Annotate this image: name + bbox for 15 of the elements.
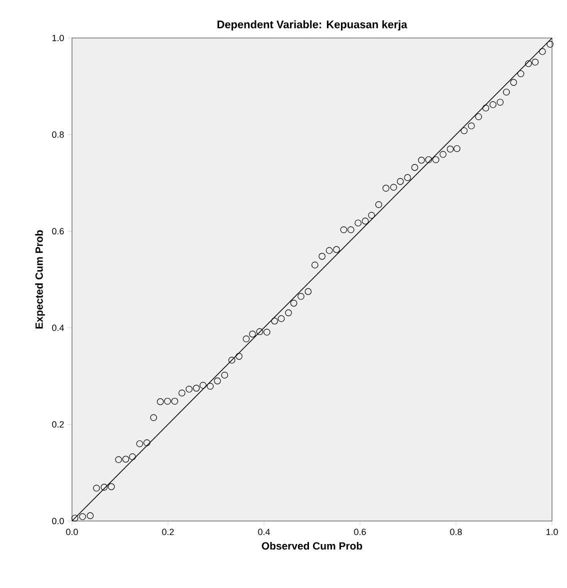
- y-tick-label: 0.2: [52, 421, 64, 428]
- y-tick-label: 0.4: [52, 324, 64, 331]
- y-tick-label: 0.8: [52, 131, 64, 138]
- x-tick-label: 0.2: [162, 528, 174, 536]
- y-axis-title: Expected Cum Prob: [35, 230, 45, 328]
- y-tick-label: 1.0: [52, 34, 64, 42]
- x-tick-label: 0.0: [66, 528, 78, 536]
- x-tick-label: 1.0: [546, 528, 558, 536]
- y-tick-label: 0.6: [52, 228, 64, 234]
- x-axis-title: Observed Cum Prob: [262, 542, 362, 550]
- x-tick-label: 0.6: [354, 528, 366, 536]
- x-tick-label: 0.8: [450, 528, 462, 536]
- chart-title: Dependent Variable: Kepuasan kerja: [218, 20, 408, 30]
- y-tick-label: 0.0: [52, 518, 64, 524]
- x-tick-label: 0.4: [258, 528, 270, 536]
